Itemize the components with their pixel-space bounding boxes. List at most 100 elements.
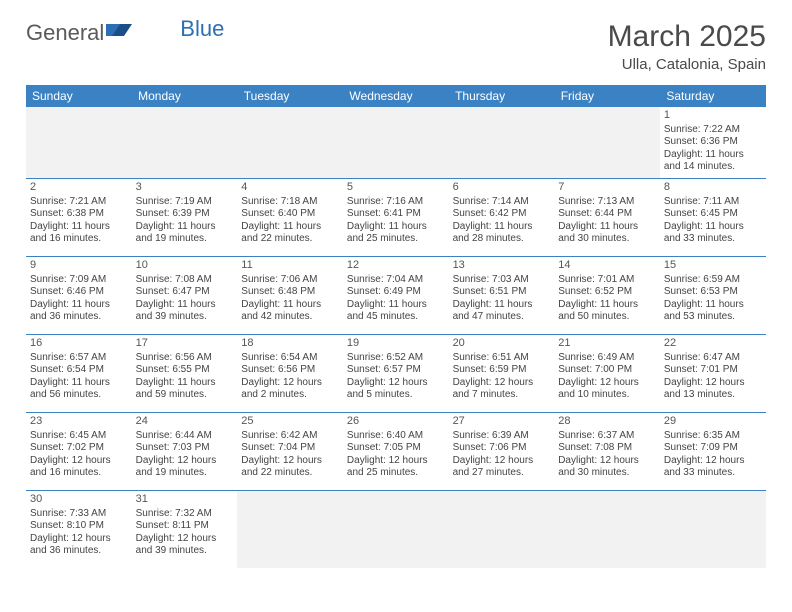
day-info-line: and 7 minutes. (453, 389, 551, 402)
day-info-line: Daylight: 11 hours (136, 299, 234, 312)
day-info-line: and 10 minutes. (558, 389, 656, 402)
day-info-line: and 33 minutes. (664, 233, 762, 246)
day-info-line: Sunrise: 7:03 AM (453, 274, 551, 287)
day-cell: 8Sunrise: 7:11 AMSunset: 6:45 PMDaylight… (660, 178, 766, 256)
day-number: 18 (241, 337, 339, 351)
day-info-line: and 42 minutes. (241, 311, 339, 324)
table-row: 16Sunrise: 6:57 AMSunset: 6:54 PMDayligh… (26, 334, 766, 412)
day-cell: 16Sunrise: 6:57 AMSunset: 6:54 PMDayligh… (26, 334, 132, 412)
table-row: 30Sunrise: 7:33 AMSunset: 8:10 PMDayligh… (26, 490, 766, 568)
day-info-line: Daylight: 12 hours (664, 377, 762, 390)
day-number: 8 (664, 181, 762, 195)
day-number: 20 (453, 337, 551, 351)
day-info-line: Sunrise: 6:52 AM (347, 352, 445, 365)
day-info-line: Sunrise: 6:56 AM (136, 352, 234, 365)
day-info-line: Sunrise: 7:33 AM (30, 508, 128, 521)
day-info-line: Daylight: 11 hours (558, 221, 656, 234)
day-info-line: and 25 minutes. (347, 233, 445, 246)
day-info-line: Daylight: 11 hours (241, 221, 339, 234)
day-cell: 10Sunrise: 7:08 AMSunset: 6:47 PMDayligh… (132, 256, 238, 334)
day-info-line: Daylight: 12 hours (136, 533, 234, 546)
day-number: 24 (136, 415, 234, 429)
day-cell: 7Sunrise: 7:13 AMSunset: 6:44 PMDaylight… (554, 178, 660, 256)
day-info-line: Sunrise: 7:04 AM (347, 274, 445, 287)
day-info-line: Daylight: 11 hours (241, 299, 339, 312)
day-number: 28 (558, 415, 656, 429)
day-info-line: Daylight: 11 hours (136, 221, 234, 234)
day-number: 21 (558, 337, 656, 351)
day-number: 31 (136, 493, 234, 507)
location: Ulla, Catalonia, Spain (608, 56, 766, 73)
day-header: Sunday (26, 85, 132, 107)
day-info-line: Sunrise: 7:14 AM (453, 196, 551, 209)
day-info-line: Sunrise: 7:21 AM (30, 196, 128, 209)
day-info-line: and 39 minutes. (136, 311, 234, 324)
page-title: March 2025 (608, 20, 766, 54)
day-info-line: Sunrise: 6:42 AM (241, 430, 339, 443)
day-info-line: Sunrise: 6:35 AM (664, 430, 762, 443)
day-cell: 3Sunrise: 7:19 AMSunset: 6:39 PMDaylight… (132, 178, 238, 256)
day-info-line: Sunset: 6:49 PM (347, 286, 445, 299)
day-info-line: Sunrise: 6:45 AM (30, 430, 128, 443)
day-info-line: Daylight: 11 hours (453, 221, 551, 234)
day-info-line: and 36 minutes. (30, 311, 128, 324)
day-info-line: Daylight: 12 hours (347, 455, 445, 468)
day-info-line: Sunset: 6:46 PM (30, 286, 128, 299)
day-info-line: Sunset: 7:04 PM (241, 442, 339, 455)
table-row: 23Sunrise: 6:45 AMSunset: 7:02 PMDayligh… (26, 412, 766, 490)
day-info-line: Sunset: 6:48 PM (241, 286, 339, 299)
day-cell: 9Sunrise: 7:09 AMSunset: 6:46 PMDaylight… (26, 256, 132, 334)
day-number: 17 (136, 337, 234, 351)
day-cell: 12Sunrise: 7:04 AMSunset: 6:49 PMDayligh… (343, 256, 449, 334)
day-header: Monday (132, 85, 238, 107)
day-info-line: Sunrise: 7:18 AM (241, 196, 339, 209)
day-number: 19 (347, 337, 445, 351)
day-info-line: Sunset: 6:53 PM (664, 286, 762, 299)
day-info-line: Daylight: 12 hours (241, 455, 339, 468)
day-cell (449, 490, 555, 568)
day-cell: 15Sunrise: 6:59 AMSunset: 6:53 PMDayligh… (660, 256, 766, 334)
day-info-line: Sunset: 6:36 PM (664, 136, 762, 149)
day-cell: 4Sunrise: 7:18 AMSunset: 6:40 PMDaylight… (237, 178, 343, 256)
day-info-line: and 36 minutes. (30, 545, 128, 558)
day-info-line: Sunrise: 7:09 AM (30, 274, 128, 287)
day-cell: 18Sunrise: 6:54 AMSunset: 6:56 PMDayligh… (237, 334, 343, 412)
day-info-line: and 47 minutes. (453, 311, 551, 324)
day-info-line: Sunrise: 7:19 AM (136, 196, 234, 209)
day-info-line: Daylight: 11 hours (558, 299, 656, 312)
day-info-line: and 39 minutes. (136, 545, 234, 558)
day-info-line: and 14 minutes. (664, 161, 762, 174)
day-info-line: Sunset: 7:09 PM (664, 442, 762, 455)
day-info-line: Sunset: 7:08 PM (558, 442, 656, 455)
day-info-line: Daylight: 11 hours (30, 221, 128, 234)
day-info-line: Daylight: 11 hours (664, 221, 762, 234)
day-info-line: and 16 minutes. (30, 467, 128, 480)
day-info-line: Sunrise: 6:40 AM (347, 430, 445, 443)
day-cell: 22Sunrise: 6:47 AMSunset: 7:01 PMDayligh… (660, 334, 766, 412)
day-cell (343, 107, 449, 178)
day-number: 7 (558, 181, 656, 195)
day-header: Wednesday (343, 85, 449, 107)
table-row: 9Sunrise: 7:09 AMSunset: 6:46 PMDaylight… (26, 256, 766, 334)
day-info-line: Daylight: 12 hours (453, 377, 551, 390)
day-cell (554, 107, 660, 178)
day-number: 5 (347, 181, 445, 195)
day-info-line: and 22 minutes. (241, 467, 339, 480)
day-info-line: Sunset: 6:55 PM (136, 364, 234, 377)
day-info-line: and 19 minutes. (136, 233, 234, 246)
day-number: 14 (558, 259, 656, 273)
day-info-line: Sunset: 8:10 PM (30, 520, 128, 533)
day-info-line: Daylight: 12 hours (30, 533, 128, 546)
day-info-line: Sunset: 6:59 PM (453, 364, 551, 377)
logo-word2: Blue (180, 16, 224, 42)
day-info-line: Sunset: 6:56 PM (241, 364, 339, 377)
day-info-line: Daylight: 11 hours (453, 299, 551, 312)
day-info-line: Sunset: 6:39 PM (136, 208, 234, 221)
day-number: 15 (664, 259, 762, 273)
day-info-line: Daylight: 12 hours (558, 455, 656, 468)
day-number: 26 (347, 415, 445, 429)
day-info-line: Sunrise: 7:06 AM (241, 274, 339, 287)
day-number: 10 (136, 259, 234, 273)
day-info-line: Sunrise: 6:57 AM (30, 352, 128, 365)
day-cell: 5Sunrise: 7:16 AMSunset: 6:41 PMDaylight… (343, 178, 449, 256)
